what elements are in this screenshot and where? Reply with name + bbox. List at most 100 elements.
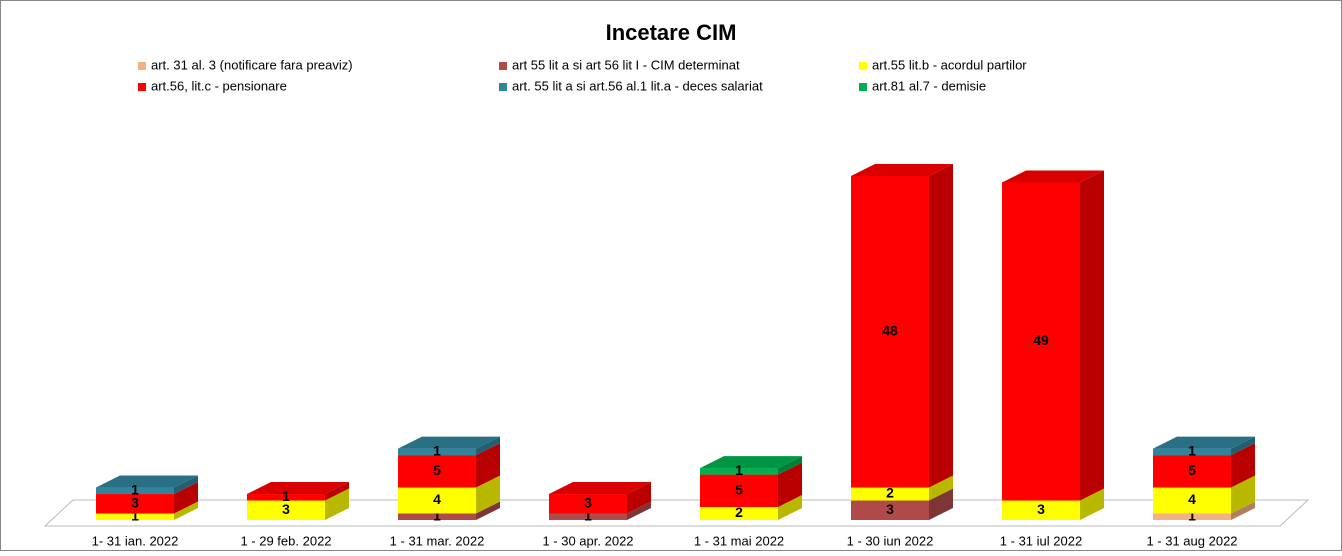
bar-side — [174, 482, 198, 514]
bar-segment — [1153, 487, 1231, 514]
legend-swatch — [138, 83, 146, 91]
bar-side — [778, 456, 802, 475]
data-label: 1 — [1188, 443, 1196, 459]
bar-segment — [700, 507, 778, 520]
data-label: 3 — [131, 494, 139, 510]
bar-segment — [247, 494, 325, 501]
bar-side — [778, 495, 802, 520]
bar-segment — [398, 487, 476, 514]
bar-segment — [549, 494, 627, 514]
bar-top — [1002, 170, 1104, 183]
x-tick-label: 1 - 30 iun 2022 — [847, 533, 934, 548]
legend-swatch — [499, 83, 507, 91]
bar-top — [549, 482, 651, 495]
bar-side — [174, 501, 198, 520]
bar-top — [700, 456, 802, 469]
bar-top — [1153, 436, 1255, 449]
bar-segment — [700, 474, 778, 508]
bar-top — [398, 436, 500, 449]
bar-segment — [1002, 182, 1080, 501]
bar-top — [851, 164, 953, 176]
bar-segment — [1153, 455, 1231, 488]
bar-segment — [1153, 513, 1231, 520]
bar-side — [325, 482, 349, 501]
data-label: 5 — [735, 481, 743, 497]
legend-swatch — [859, 83, 867, 91]
x-tick-label: 1 - 29 feb. 2022 — [240, 533, 331, 548]
x-tick-label: 1 - 31 mai 2022 — [694, 533, 784, 548]
x-tick-label: 1 - 31 iul 2022 — [1000, 533, 1082, 548]
bar-segment — [96, 494, 174, 514]
data-label: 1 — [1188, 507, 1196, 523]
bar-side — [627, 501, 651, 520]
bar-side — [476, 475, 500, 514]
bar-segment — [247, 500, 325, 520]
bar-side — [929, 475, 953, 501]
bar-side — [929, 164, 953, 488]
data-label: 5 — [433, 462, 441, 478]
bar-segment — [851, 487, 929, 501]
data-label: 2 — [735, 504, 743, 520]
data-label: 1 — [433, 507, 441, 523]
legend-swatch — [859, 62, 867, 70]
legend-swatch — [138, 62, 146, 70]
bar-side — [1080, 488, 1104, 520]
bar-side — [174, 475, 198, 495]
bar-side — [1231, 436, 1255, 456]
chart-title: Incetare CIM — [606, 20, 737, 45]
data-label: 4 — [1188, 491, 1196, 507]
bar-segment — [1002, 500, 1080, 520]
legend-swatch — [499, 62, 507, 70]
data-label: 4 — [433, 491, 441, 507]
x-tick-label: 1 - 31 mar. 2022 — [390, 533, 485, 548]
data-label: 3 — [1037, 501, 1045, 517]
data-label: 3 — [282, 501, 290, 517]
bar-side — [627, 482, 651, 514]
floor — [43, 499, 1310, 527]
bar-side — [476, 501, 500, 520]
legend-label: art.55 lit.b - acordul partilor — [872, 57, 1027, 72]
bar-segment — [96, 513, 174, 520]
data-label: 48 — [882, 322, 898, 338]
data-label: 1 — [282, 488, 290, 504]
bar-segment — [398, 448, 476, 456]
data-label: 2 — [886, 485, 894, 501]
bar-side — [1231, 501, 1255, 520]
data-label: 3 — [886, 501, 894, 517]
bar-side — [1231, 475, 1255, 514]
data-label: 1 — [735, 462, 743, 478]
bar-segment — [700, 468, 778, 475]
bar-segment — [1153, 448, 1231, 456]
data-label: 3 — [584, 494, 592, 510]
data-label: 1 — [584, 507, 592, 523]
data-label: 5 — [1188, 462, 1196, 478]
data-label: 1 — [131, 507, 139, 523]
bar-side — [1080, 170, 1104, 501]
legend-label: art 55 lit a si art 56 lit I - CIM deter… — [512, 57, 740, 72]
bar-top — [247, 482, 349, 495]
bar-top — [96, 475, 198, 488]
legend-label: art. 31 al. 3 (notificare fara preaviz) — [151, 57, 353, 72]
bar-segment — [398, 455, 476, 488]
bar-segment — [96, 487, 174, 495]
bar-segment — [549, 513, 627, 520]
bar-side — [476, 443, 500, 488]
x-tick-label: 1- 31 ian. 2022 — [92, 533, 179, 548]
bar-side — [325, 488, 349, 520]
legend-label: art. 55 lit a si art.56 al.1 lit.a - dec… — [512, 78, 763, 93]
bar-side — [929, 488, 953, 520]
bar-side — [476, 436, 500, 456]
data-label: 1 — [131, 481, 139, 497]
x-tick-label: 1 - 30 apr. 2022 — [542, 533, 633, 548]
x-tick-label: 1 - 31 aug 2022 — [1146, 533, 1237, 548]
legend-label: art.56, lit.c - pensionare — [151, 78, 287, 93]
legend-label: art.81 al.7 - demisie — [872, 78, 986, 93]
bar-segment — [851, 176, 929, 488]
data-label: 49 — [1033, 332, 1049, 348]
data-label: 1 — [433, 443, 441, 459]
bar-side — [1231, 443, 1255, 488]
bar-segment — [851, 500, 929, 520]
bar-side — [778, 462, 802, 508]
